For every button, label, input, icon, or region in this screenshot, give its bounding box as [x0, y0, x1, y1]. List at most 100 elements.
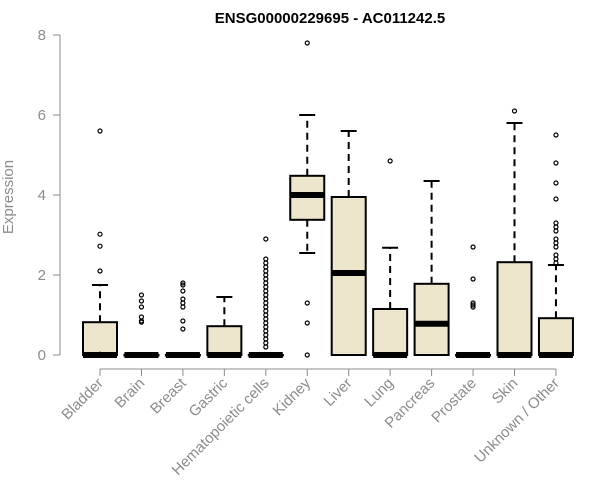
x-tick-label: Breast — [147, 374, 190, 417]
y-axis-label: Expression — [0, 160, 17, 234]
outlier-point — [553, 132, 559, 138]
outlier-point — [263, 320, 269, 326]
outlier-point — [263, 276, 269, 282]
outlier-point — [553, 228, 559, 234]
box-series-4 — [247, 236, 284, 358]
box-series-8 — [413, 180, 450, 356]
outlier-point — [180, 280, 186, 286]
outlier-point — [263, 336, 269, 342]
outlier-point — [263, 264, 269, 270]
box-series-5 — [289, 40, 326, 358]
x-tick-label: Liver — [321, 375, 356, 410]
outlier-point — [553, 160, 559, 166]
outlier-point — [553, 260, 559, 266]
box-iqr — [206, 325, 243, 357]
outlier-point — [180, 326, 186, 332]
outlier-point — [138, 292, 145, 298]
box-iqr — [413, 282, 450, 356]
box-series-11 — [537, 132, 574, 358]
outlier-point — [470, 304, 476, 310]
box-series-2 — [164, 280, 201, 358]
outlier-point — [263, 312, 269, 318]
outlier-point — [553, 236, 559, 242]
boxes-group — [82, 40, 574, 358]
y-tick-label: 2 — [38, 267, 46, 284]
box-series-3 — [206, 296, 243, 358]
x-tick-label: Prostate — [428, 375, 480, 427]
outlier-point — [263, 292, 269, 298]
chart-title: ENSG00000229695 - AC011242.5 — [215, 10, 445, 27]
outlier-point — [304, 300, 310, 306]
outlier-point — [553, 180, 559, 186]
box-series-1 — [123, 292, 160, 358]
outlier-point — [97, 351, 103, 357]
box-series-7 — [372, 158, 409, 358]
outlier-point — [180, 282, 186, 288]
outlier-point — [553, 196, 559, 202]
outlier-point — [553, 224, 559, 230]
outlier-point — [553, 252, 559, 258]
outlier-point — [263, 328, 269, 334]
outlier-point — [263, 256, 269, 262]
outlier-point — [263, 284, 269, 290]
outlier-point — [553, 220, 559, 226]
outlier-point — [387, 158, 393, 164]
outlier-point — [180, 300, 186, 306]
outlier-point — [180, 296, 186, 302]
outlier-point — [553, 256, 559, 262]
outlier-point — [263, 308, 269, 314]
outlier-point — [263, 316, 269, 322]
outlier-point — [180, 304, 186, 310]
outlier-point — [553, 240, 559, 246]
outlier-point — [470, 244, 476, 250]
outlier-point — [263, 296, 269, 302]
outlier-point — [138, 298, 145, 304]
outlier-point — [138, 314, 145, 320]
x-tick-label: Bladder — [58, 375, 107, 424]
box-series-9 — [455, 244, 492, 358]
y-tick-label: 8 — [38, 27, 46, 44]
x-tick-label: Kidney — [270, 374, 315, 419]
outlier-point — [304, 40, 310, 46]
x-tick-label: Skin — [489, 375, 522, 408]
outlier-point — [304, 320, 310, 326]
outlier-point — [97, 243, 103, 249]
outlier-point — [97, 231, 103, 237]
x-tick-label: Lung — [361, 375, 397, 411]
outlier-point — [138, 304, 145, 310]
outlier-point — [263, 304, 269, 310]
outlier-point — [553, 244, 559, 250]
box-iqr — [496, 261, 533, 357]
outlier-point — [304, 352, 310, 358]
outlier-point — [263, 332, 269, 338]
outlier-point — [97, 268, 103, 274]
box-series-6 — [330, 130, 367, 356]
y-axis: 0 2 4 6 8 — [38, 27, 61, 364]
box-series-0 — [82, 128, 118, 358]
box-iqr — [82, 321, 118, 357]
box-iqr — [372, 308, 409, 356]
outlier-point — [263, 344, 269, 350]
outlier-point — [263, 280, 269, 286]
outlier-point — [180, 288, 186, 294]
box-series-10 — [496, 108, 533, 358]
outlier-point — [470, 302, 476, 308]
outlier-point — [263, 324, 269, 330]
y-tick-label: 6 — [38, 107, 46, 124]
box-iqr — [537, 317, 574, 357]
outlier-point — [263, 300, 269, 306]
y-tick-label: 4 — [38, 187, 46, 204]
outlier-point — [263, 272, 269, 278]
outlier-point — [97, 128, 103, 134]
outlier-point — [511, 108, 518, 114]
outlier-point — [180, 318, 186, 324]
outlier-point — [138, 319, 145, 325]
y-tick-label: 0 — [38, 347, 46, 364]
outlier-point — [263, 288, 269, 294]
outlier-point — [470, 276, 476, 282]
outlier-point — [263, 260, 269, 266]
outlier-point — [263, 340, 269, 346]
outlier-point — [263, 236, 269, 242]
